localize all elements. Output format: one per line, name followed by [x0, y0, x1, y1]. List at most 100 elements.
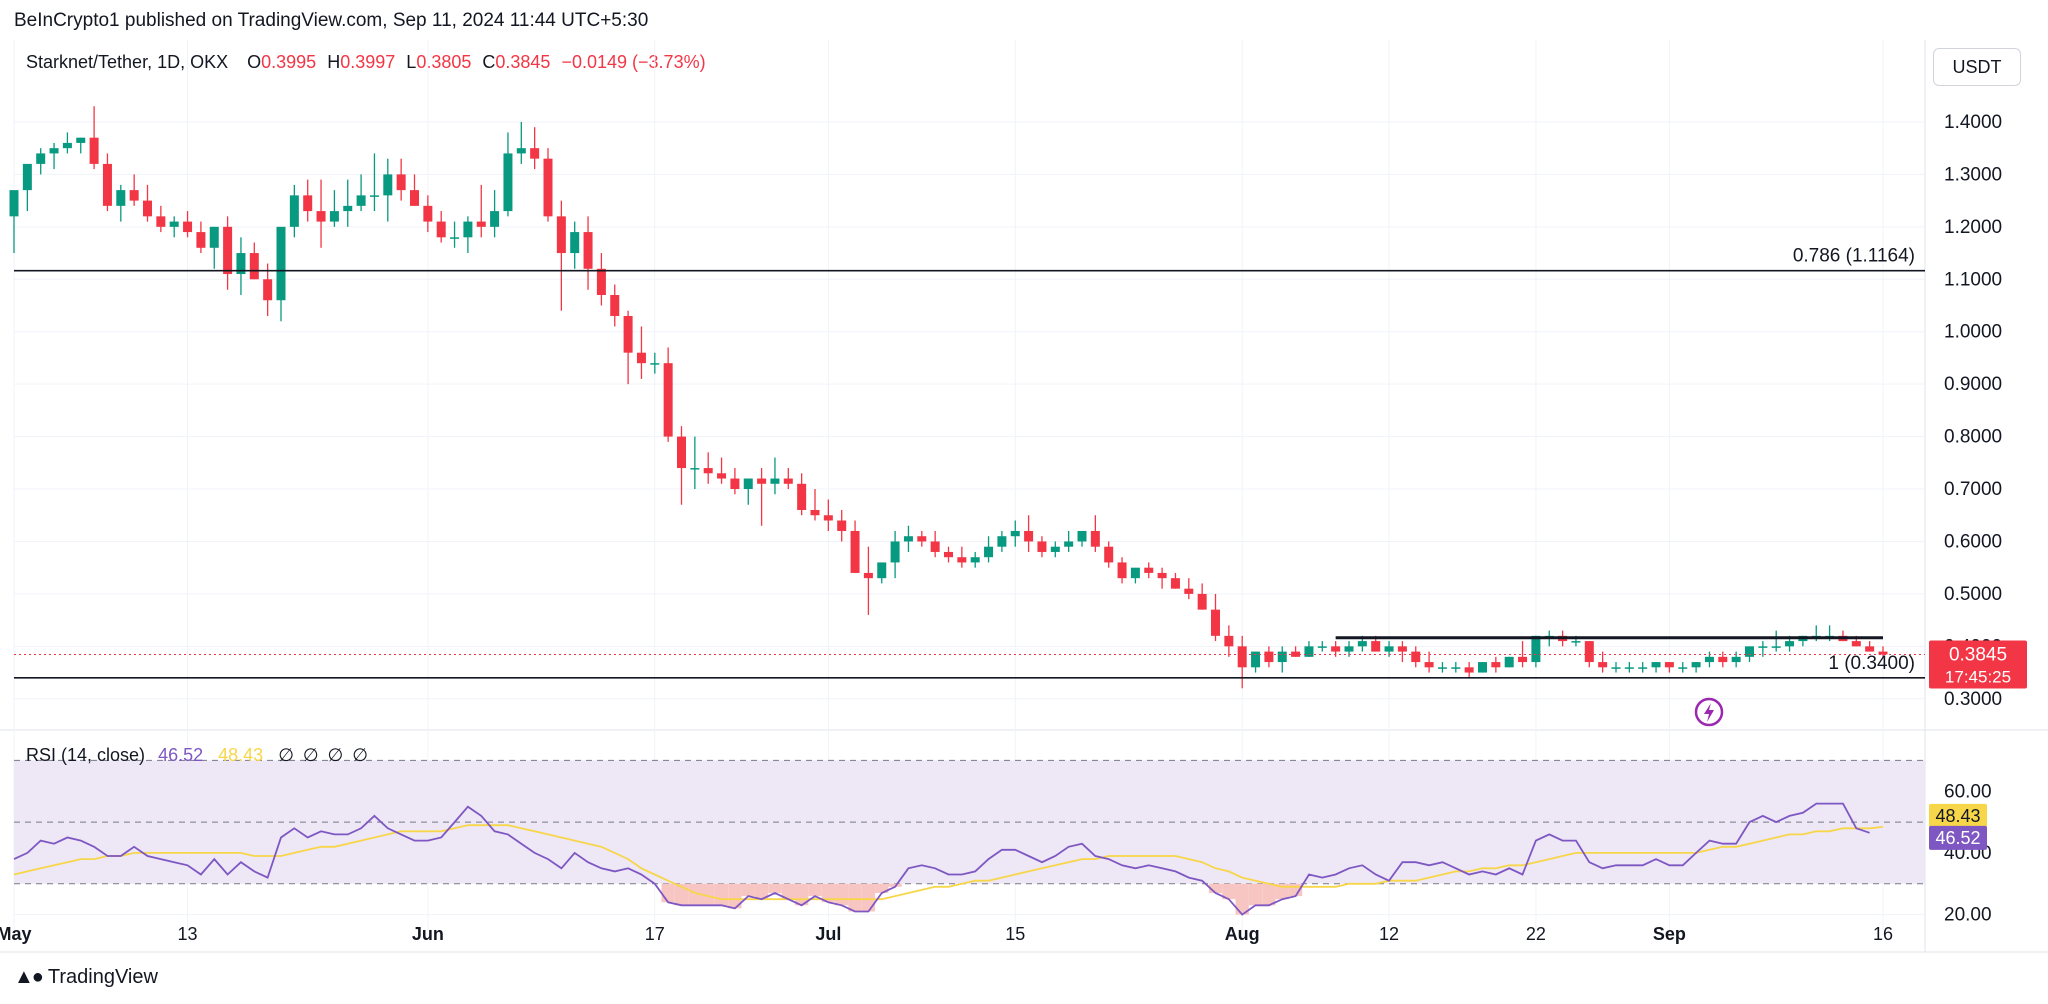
- candle-body: [209, 226, 219, 248]
- candle-body: [997, 536, 1007, 547]
- candle-body: [1718, 656, 1728, 663]
- candle-body: [1090, 530, 1100, 547]
- candle-body: [1211, 609, 1220, 636]
- candle-body: [877, 562, 887, 579]
- candle-body: [316, 211, 326, 222]
- candle-body: [1331, 646, 1341, 652]
- time-tick-label: Sep: [1653, 924, 1686, 944]
- rsi-empty-values: ∅ ∅ ∅ ∅: [278, 745, 370, 765]
- candle-body: [1571, 641, 1581, 643]
- countdown-text: 17:45:25: [1945, 667, 2011, 686]
- rsi-ma-value: 48.43: [218, 745, 264, 765]
- candle-body: [890, 541, 900, 563]
- candle-body: [930, 541, 940, 552]
- candle-body: [1251, 651, 1261, 668]
- candle-body: [1771, 646, 1781, 648]
- candle-body: [143, 200, 152, 217]
- candle-body: [1170, 578, 1180, 589]
- time-tick-label: 13: [178, 924, 198, 944]
- price-tick-label: 0.6000: [1944, 531, 2002, 552]
- time-tick-label: 22: [1526, 924, 1546, 944]
- candle-body: [1611, 667, 1621, 669]
- price-tick-label: 0.8000: [1944, 427, 2002, 448]
- candle-layer: [9, 106, 1888, 689]
- candle-body: [249, 253, 259, 280]
- open-value: 0.3995: [261, 52, 317, 72]
- candle-body: [1678, 667, 1688, 669]
- candle-body: [490, 211, 500, 227]
- tradingview-mark-icon: ▲●: [14, 966, 44, 988]
- candle-body: [236, 253, 246, 275]
- rsi-ma-line: [13, 824, 1884, 901]
- fib-level-label: 1 (0.3400): [1828, 653, 1915, 674]
- candle-body: [62, 142, 72, 149]
- last-price-tag: [1929, 640, 2027, 689]
- candle-body: [289, 195, 299, 227]
- candle-body: [343, 205, 353, 212]
- candle-body: [1451, 667, 1461, 669]
- low-value: 0.3805: [416, 52, 472, 72]
- rsi-tick-label: 20.00: [1944, 905, 1992, 926]
- candle-body: [1344, 646, 1354, 652]
- candle-body: [903, 536, 913, 542]
- symbol-label[interactable]: Starknet/Tether, 1D, OKX: [26, 52, 229, 72]
- candle-body: [1865, 646, 1875, 652]
- candle-body: [944, 551, 953, 558]
- candle-body: [837, 520, 847, 531]
- candle-body: [663, 363, 673, 437]
- rsi-tag: [1929, 825, 1987, 850]
- candle-body: [1478, 662, 1487, 673]
- candle-body: [1144, 567, 1154, 573]
- candle-body: [1424, 662, 1434, 668]
- candle-body: [1317, 646, 1327, 648]
- candle-body: [1197, 593, 1207, 610]
- candle-body: [1518, 656, 1528, 663]
- candle-body: [1598, 662, 1608, 668]
- candle-body: [1851, 641, 1861, 647]
- rsi-label[interactable]: RSI (14, close): [26, 745, 146, 765]
- candle-body: [36, 153, 46, 164]
- candle-body: [1531, 635, 1541, 663]
- candle-body: [116, 190, 126, 206]
- candle-body: [650, 363, 660, 365]
- candle-body: [89, 137, 99, 164]
- candle-body: [556, 216, 566, 254]
- lightning-icon: [1694, 697, 1724, 727]
- candle-body: [1130, 567, 1140, 579]
- candle-body: [303, 195, 313, 212]
- candle-body: [329, 211, 339, 222]
- rsi-line: [13, 802, 1870, 916]
- price-tick-label: 0.5000: [1944, 584, 2002, 605]
- currency-button[interactable]: USDT: [1933, 48, 2021, 86]
- time-tick-label: 12: [1379, 924, 1399, 944]
- high-label: H: [327, 52, 341, 72]
- candle-body: [49, 148, 59, 154]
- candle-body: [984, 546, 994, 558]
- close-label: C: [482, 52, 496, 72]
- candle-body: [1638, 667, 1648, 669]
- candle-body: [623, 315, 633, 353]
- time-tick-label: 17: [645, 924, 665, 944]
- candle-body: [1077, 530, 1087, 542]
- rsi-ma-tag-text: 48.43: [1935, 806, 1980, 826]
- candle-body: [156, 216, 166, 227]
- candle-body: [863, 572, 873, 579]
- candle-body: [263, 279, 273, 301]
- candle-body: [570, 232, 580, 254]
- candle-body: [1037, 541, 1047, 552]
- candle-body: [369, 195, 379, 197]
- candle-body: [1758, 646, 1768, 648]
- candle-body: [1691, 662, 1701, 668]
- candle-body: [1878, 651, 1888, 655]
- candle-body: [1651, 662, 1661, 668]
- candle-body: [463, 221, 473, 238]
- candle-body: [1745, 646, 1754, 657]
- candle-body: [1704, 656, 1714, 663]
- tradingview-logo[interactable]: ▲● TradingView: [14, 966, 158, 989]
- candle-body: [1437, 667, 1447, 669]
- candle-body: [102, 163, 112, 206]
- rsi-ma-tag: [1929, 803, 1987, 828]
- change-value: −0.0149 (−3.73%): [561, 52, 706, 72]
- candle-body: [1264, 651, 1274, 663]
